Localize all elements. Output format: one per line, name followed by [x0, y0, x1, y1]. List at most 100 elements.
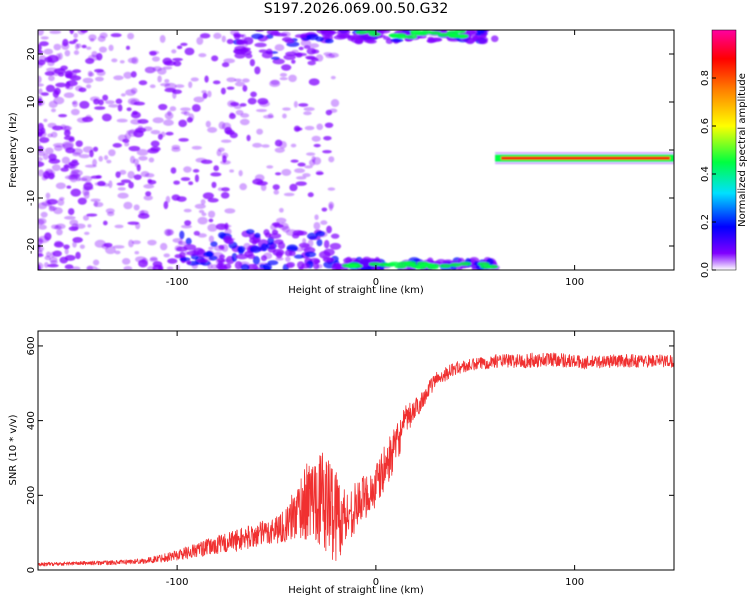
spectrogram-cell	[115, 98, 123, 104]
spectrogram-cell	[242, 85, 248, 92]
spectrogram-cell	[183, 111, 190, 116]
spectrogram-cell	[199, 33, 211, 39]
spectrogram-cell	[197, 216, 208, 225]
spectrogram-marks	[38, 30, 674, 270]
spectrogram-cell	[38, 130, 47, 138]
spectrogram-cell	[128, 181, 134, 189]
snr-y-axis-title: SNR (10 * v/v)	[8, 414, 19, 485]
spectrogram-cell	[429, 30, 442, 35]
spectrogram-cell	[267, 113, 274, 119]
spectrogram-cell	[270, 31, 281, 36]
spectrogram-cell	[259, 264, 266, 269]
spectrogram-cell	[43, 171, 50, 179]
spectrogram-cell	[67, 208, 75, 216]
spectrogram-cell	[273, 189, 280, 195]
spectrogram-cell	[46, 67, 58, 72]
spectrogram-y-tick-label: 0	[26, 147, 37, 153]
spectrogram-cell	[455, 34, 468, 39]
spectrogram-cell	[65, 147, 76, 154]
spectrogram-cell	[73, 50, 80, 55]
spectrogram-cell	[61, 156, 70, 165]
spectrogram-cell	[246, 134, 251, 142]
spectrogram-cell	[275, 172, 282, 176]
spectrogram-cell	[96, 69, 106, 77]
spectrogram-cell	[58, 68, 64, 72]
spectrogram-cell	[164, 82, 177, 90]
spectrogram-cell	[390, 38, 404, 43]
spectrogram-cell	[116, 118, 128, 123]
spectrogram-cell	[55, 82, 67, 88]
spectrogram-cell	[103, 155, 109, 161]
spectrogram-cell	[185, 237, 192, 245]
spectrogram-cell	[210, 172, 222, 177]
spectrogram-cell	[87, 70, 93, 77]
spectrogram-cell	[145, 191, 152, 197]
spectrogram-cell	[322, 34, 331, 40]
snr-x-tick-label: 100	[565, 577, 584, 588]
spectrogram-cell	[290, 159, 299, 163]
spectrogram-cell	[38, 75, 42, 84]
spectrogram-cell	[53, 43, 62, 51]
spectrogram-cell	[43, 48, 54, 55]
spectrogram-cell	[205, 120, 211, 128]
spectrogram-cell	[175, 84, 185, 88]
spectrogram-cell	[426, 265, 439, 270]
spectrogram-cell	[314, 214, 319, 221]
spectrogram-cell	[38, 137, 50, 143]
spectrogram-cell	[114, 224, 124, 229]
spectrogram-cell	[128, 239, 134, 248]
spectrogram-cell	[327, 187, 336, 191]
spectrogram-cell	[437, 32, 450, 37]
spectrogram-cell	[229, 113, 236, 120]
spectrogram-cell	[188, 81, 193, 89]
spectrogram-cell	[316, 238, 323, 247]
spectrogram-cell	[68, 70, 78, 76]
spectrogram-cell	[163, 119, 174, 126]
spectrogram-cell	[234, 81, 245, 87]
spectrogram-cell	[134, 256, 147, 263]
spectrogram-cell	[173, 180, 180, 185]
spectrogram-cell	[108, 149, 116, 157]
spectrogram-cell	[247, 254, 256, 260]
spectrogram-cell	[170, 167, 177, 174]
spectrogram-cell	[208, 246, 214, 250]
spectrogram-cell	[83, 182, 94, 191]
spectrogram-cell	[294, 168, 306, 174]
spectrogram-cell	[347, 35, 362, 40]
spectrogram-cell	[102, 220, 108, 226]
spectrogram-cell	[231, 252, 238, 262]
spectrogram-cell	[79, 244, 85, 249]
spectrogram-cell	[127, 170, 135, 179]
spectrogram-cell	[40, 36, 49, 40]
spectrogram-cell	[239, 183, 247, 191]
spectrogram-cell	[221, 35, 226, 43]
spectrogram-cell	[114, 250, 121, 255]
spectrogram-cell	[62, 141, 74, 150]
spectrogram-cell	[302, 238, 307, 244]
spectrogram-cell	[108, 104, 119, 108]
spectrogram-cell	[316, 123, 324, 131]
spectrogram-cell	[303, 111, 312, 116]
spectrogram-cell	[306, 152, 316, 156]
spectrogram-cell	[300, 39, 312, 47]
spectrogram-cell	[281, 168, 292, 176]
spectrogram-cell	[478, 38, 488, 45]
spectrogram-cell	[63, 244, 70, 250]
spectrogram-cell	[426, 38, 436, 44]
spectrogram-cell	[84, 164, 97, 168]
spectrogram-cell	[133, 174, 142, 180]
spectrogram-cell	[290, 143, 297, 148]
spectrogram-cell	[83, 215, 90, 221]
spectrogram-cell	[38, 156, 43, 162]
snr-frame	[37, 330, 675, 571]
spectrogram-cell	[64, 254, 76, 261]
spectrogram-cell	[86, 213, 98, 217]
spectrogram-cell	[405, 34, 418, 39]
spectrogram-cell	[150, 140, 160, 147]
spectrogram-cell	[38, 202, 48, 210]
spectrogram-cell	[219, 254, 226, 259]
spectrogram-cell	[211, 181, 217, 189]
spectrogram-cell	[224, 208, 236, 214]
spectrogram-cell	[180, 107, 191, 112]
